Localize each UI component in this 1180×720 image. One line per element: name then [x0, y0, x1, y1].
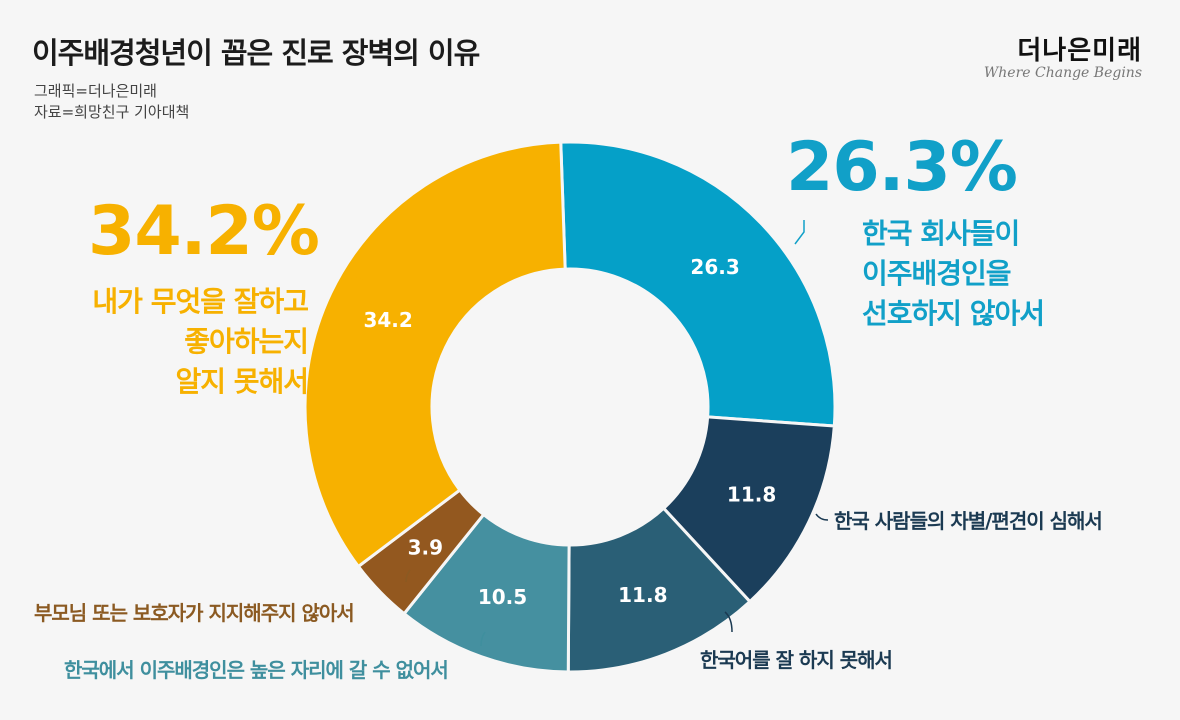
segment-value-label: 26.3 [690, 255, 739, 279]
highlight-left-desc: 내가 무엇을 잘하고 좋아하는지 알지 못해서 [8, 282, 309, 402]
leader-line [480, 631, 486, 647]
legend-label-high-position: 한국에서 이주배경인은 높은 자리에 갈 수 없어서 [64, 658, 449, 682]
segment-company [559, 140, 837, 428]
highlight-left-line: 내가 무엇을 잘하고 [92, 285, 309, 318]
segment-value-label: 34.2 [363, 308, 412, 332]
segment-value-label: 11.8 [727, 482, 776, 506]
highlight-right-line: 한국 회사들이 [862, 217, 1020, 250]
leader-line [351, 277, 375, 291]
logo-tagline: Where Change Begins [983, 65, 1142, 81]
highlight-right-line: 선호하지 않아서 [862, 297, 1045, 330]
leader-line [815, 513, 829, 521]
highlight-right-line: 이주배경인을 [862, 257, 1012, 290]
highlight-left-line: 알지 못해서 [175, 365, 309, 398]
legend-label-discrimination: 한국 사람들의 차별/편견이 심해서 [834, 509, 1103, 533]
segment-value-label: 11.8 [618, 583, 667, 607]
highlight-left-line: 좋아하는지 [184, 325, 309, 358]
highlight-right-desc: 한국 회사들이 이주배경인을 선호하지 않아서 [862, 214, 1045, 334]
legend-label-parents: 부모님 또는 보호자가 지지해주지 않아서 [34, 601, 355, 625]
highlight-left-value: 34.2% [88, 192, 320, 271]
graphic-credit: 그래픽=더나은미래 [34, 82, 157, 100]
leader-line [405, 569, 411, 583]
page-title: 이주배경청년이 꼽은 진로 장벽의 이유 [32, 36, 480, 70]
leader-line [724, 611, 733, 633]
leader-line [794, 220, 805, 245]
logo: 더나은미래 Where Change Begins [984, 30, 1142, 81]
segment-value-label: 10.5 [478, 585, 527, 609]
highlight-right-value: 26.3% [786, 128, 1018, 207]
legend-label-korean-language: 한국어를 잘 하지 못해서 [700, 648, 893, 672]
segment-value-label: 3.9 [408, 535, 443, 559]
segment-self-knowledge [303, 140, 567, 569]
logo-name: 더나은미래 [1017, 36, 1142, 66]
source-credit: 자료=희망친구 기아대책 [34, 103, 190, 121]
